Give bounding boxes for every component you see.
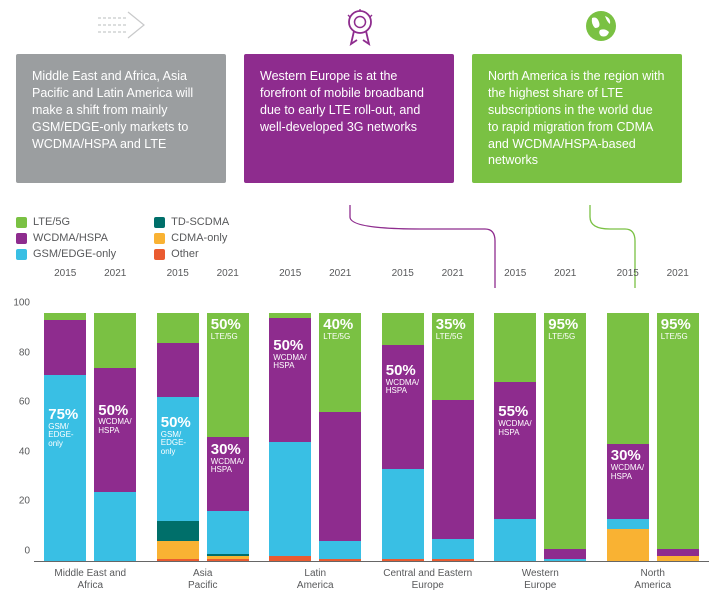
stacked-bar: 50%WCDMA/HSPA [382,313,424,561]
year-label: 2015 [607,268,649,279]
bar-segment [44,375,86,561]
stacked-bar: 35%LTE/5G [432,313,474,561]
bar-segment [607,313,649,444]
bar-segment [94,492,136,561]
bar-segment [382,469,424,558]
bar-annotation: 95%LTE/5G [661,317,691,341]
x-label: Middle East andAfrica [34,564,147,592]
year-label: 2015 [269,268,311,279]
bar-segment [544,549,586,559]
stacked-bar: 50%WCDMA/HSPA [269,313,311,561]
year-label: 2021 [207,268,249,279]
bar-group: 2015202150%WCDMA/HSPA40%LTE/5G [259,282,372,562]
bar-segment [157,521,199,541]
year-label: 2015 [494,268,536,279]
stacked-bar: 75%GSM/EDGE-only [44,313,86,561]
bar-segment [657,549,699,556]
bar-group: 2015202155%WCDMA/HSPA95%LTE/5G [484,282,597,562]
year-label: 2015 [44,268,86,279]
bar-segment [544,313,586,549]
bar-segment [207,511,249,553]
bar-segment [319,412,361,541]
year-label: 2021 [657,268,699,279]
y-tick: 0 [24,546,30,557]
bar-segment [207,554,249,556]
bar-segment [157,541,199,558]
x-label: Central and EasternEurope [372,564,485,592]
bar-segment [319,541,361,558]
plot-area: 2015202175%GSM/EDGE-only50%WCDMA/HSPA201… [34,282,709,562]
y-tick: 80 [19,347,30,358]
bar-segment [607,529,649,561]
bar-segment [607,519,649,529]
y-axis: 0 20 40 60 80 100 [12,282,34,562]
bar-group: 2015202175%GSM/EDGE-only50%WCDMA/HSPA [34,282,147,562]
bar-segment [157,313,199,343]
year-label: 2021 [94,268,136,279]
bar-groups: 2015202175%GSM/EDGE-only50%WCDMA/HSPA201… [34,282,709,562]
bar-annotation: 50%GSM/EDGE-only [161,415,199,456]
bar-segment [432,539,474,559]
stacked-bar: 95%LTE/5G [657,313,699,561]
year-label: 2021 [319,268,361,279]
bar-segment [94,313,136,368]
year-label: 2021 [544,268,586,279]
bar-annotation: 35%LTE/5G [436,317,466,341]
y-tick: 40 [19,446,30,457]
axis-baseline [34,561,709,562]
bar-segment [494,313,536,382]
stacked-bar: 95%LTE/5G [544,313,586,561]
year-label: 2021 [432,268,474,279]
bar-segment [269,442,311,556]
bar-annotation: 50%WCDMA/HSPA [386,363,419,396]
bar-annotation: 30%WCDMA/HSPA [211,442,244,475]
bar-group: 2015202150%WCDMA/HSPA35%LTE/5G [372,282,485,562]
bar-annotation: 40%LTE/5G [323,317,353,341]
bar-segment [157,343,199,398]
bar-segment [207,556,249,558]
x-label: AsiaPacific [147,564,260,592]
stacked-bar-chart: 020406080100 2015202175%GSM/EDGE-only50%… [12,282,709,592]
bar-segment [44,313,86,320]
bar-segment [432,400,474,539]
x-label: LatinAmerica [259,564,372,592]
bar-annotation: 55%WCDMA/HSPA [498,404,531,437]
stacked-bar: 55%WCDMA/HSPA [494,313,536,561]
bar-group: 2015202150%GSM/EDGE-only30%WCDMA/HSPA50%… [147,282,260,562]
stacked-bar: 30%WCDMA/HSPA 50%LTE/5G [207,313,249,561]
x-label: WesternEurope [484,564,597,592]
y-tick: 20 [19,496,30,507]
stacked-bar: 50%GSM/EDGE-only [157,313,199,561]
bar-annotation: 50%WCDMA/HSPA [98,403,131,436]
bar-segment [382,313,424,345]
bar-annotation: 50%WCDMA/HSPA [273,338,306,371]
bar-annotation: 50%LTE/5G [211,317,241,341]
stacked-bar: 40%LTE/5G [319,313,361,561]
bar-group: 2015202130%WCDMA/HSPA95%LTE/5G [597,282,710,562]
bar-segment [494,519,536,561]
bar-segment [269,313,311,318]
bar-annotation: 30%WCDMA/HSPA [611,448,644,481]
year-label: 2015 [382,268,424,279]
y-tick: 100 [13,298,30,309]
year-label: 2015 [157,268,199,279]
y-tick: 60 [19,397,30,408]
stacked-bar: 50%WCDMA/HSPA [94,313,136,561]
bar-annotation: 95%LTE/5G [548,317,578,341]
bar-segment [657,313,699,549]
x-axis-labels: Middle East andAfricaAsiaPacificLatinAme… [34,564,709,592]
bar-segment [44,320,86,375]
bar-annotation: 75%GSM/EDGE-only [48,407,86,448]
stacked-bar: 30%WCDMA/HSPA [607,313,649,561]
x-label: NorthAmerica [597,564,710,592]
